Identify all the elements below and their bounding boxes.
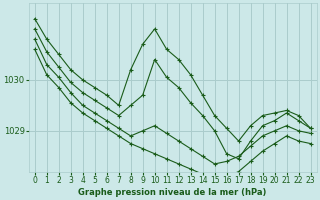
X-axis label: Graphe pression niveau de la mer (hPa): Graphe pression niveau de la mer (hPa)	[78, 188, 267, 197]
